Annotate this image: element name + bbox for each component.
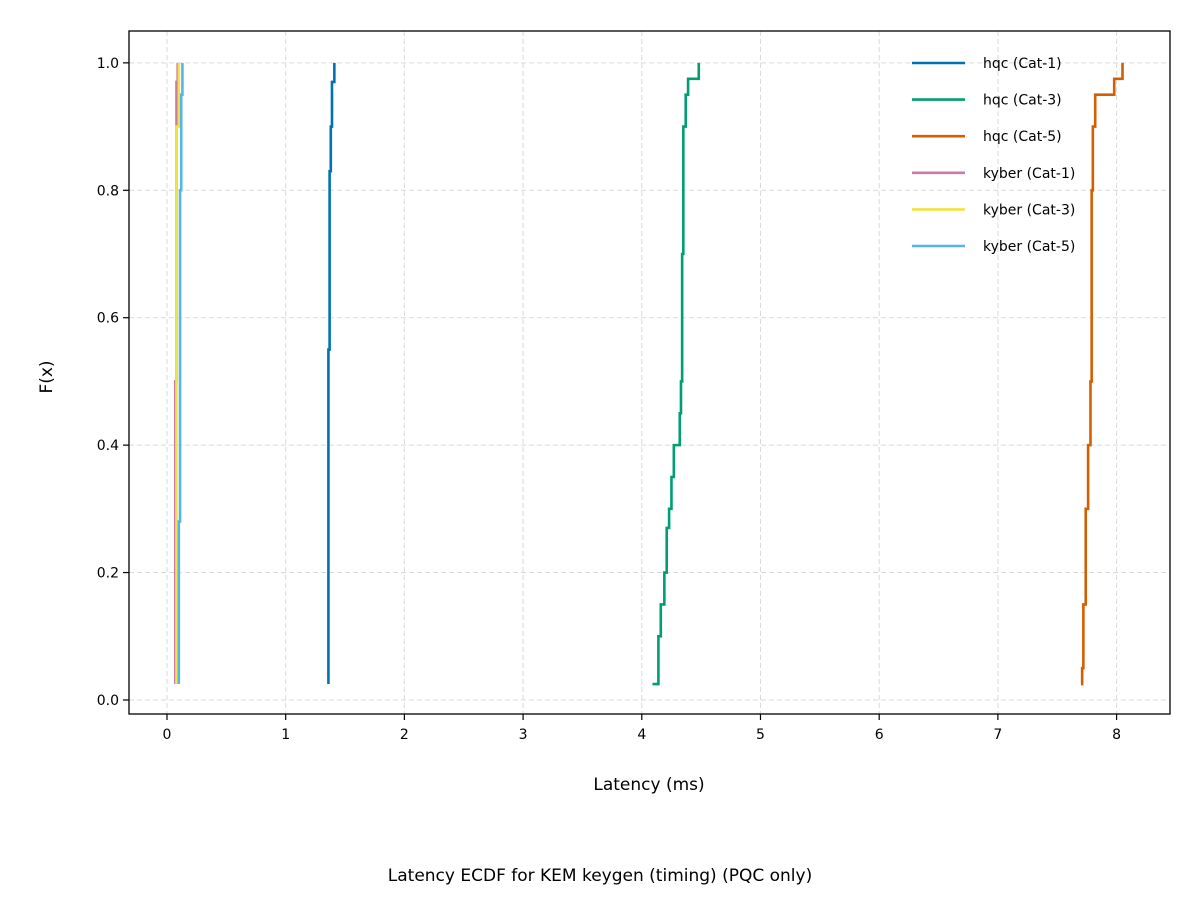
plot-area-frame	[128, 30, 1171, 715]
legend-label-2: hqc (Cat-5)	[983, 129, 1062, 145]
figure-caption: Latency ECDF for KEM keygen (timing) (PQ…	[387, 866, 813, 886]
legend-label-0: hqc (Cat-1)	[983, 56, 1062, 72]
x-tick-label: 7	[993, 727, 1002, 743]
x-tick-label: 8	[1112, 727, 1121, 743]
legend-label-3: kyber (Cat-1)	[983, 166, 1075, 182]
legend-label-4: kyber (Cat-3)	[983, 202, 1075, 218]
x-tick-label: 1	[281, 727, 290, 743]
series-line-0	[327, 62, 336, 685]
x-tick-label: 5	[756, 727, 765, 743]
y-tick-label: 0.8	[97, 183, 119, 199]
series-line-4	[175, 62, 181, 685]
series-line-1	[652, 62, 701, 686]
y-tick-label: 0.2	[97, 566, 119, 582]
axis-ticks: 0 1 2 3 4 5 6 7 8 0.0 0.2 0.4 0.6 0.8 1.0	[97, 56, 1121, 743]
x-tick-label: 0	[163, 727, 172, 743]
series-line-5	[177, 62, 184, 685]
x-tick-label: 4	[637, 727, 646, 743]
x-tick-label: 2	[400, 727, 409, 743]
series-lines	[173, 62, 1124, 686]
x-tick-label: 6	[875, 727, 884, 743]
legend-label-1: hqc (Cat-3)	[983, 93, 1062, 109]
legend-label-5: kyber (Cat-5)	[983, 239, 1075, 255]
legend: hqc (Cat-1) hqc (Cat-3) hqc (Cat-5) kyber (…	[912, 56, 1075, 255]
series-line-2	[1080, 62, 1124, 686]
y-tick-label: 0.6	[97, 311, 119, 327]
grid	[129, 31, 1170, 714]
y-tick-label: 1.0	[97, 56, 119, 72]
x-axis-label: Latency (ms)	[593, 775, 704, 795]
y-tick-label: 0.4	[97, 438, 119, 454]
x-tick-label: 3	[519, 727, 528, 743]
y-tick-label: 0.0	[97, 693, 119, 709]
y-axis-label: F(x)	[37, 360, 57, 393]
